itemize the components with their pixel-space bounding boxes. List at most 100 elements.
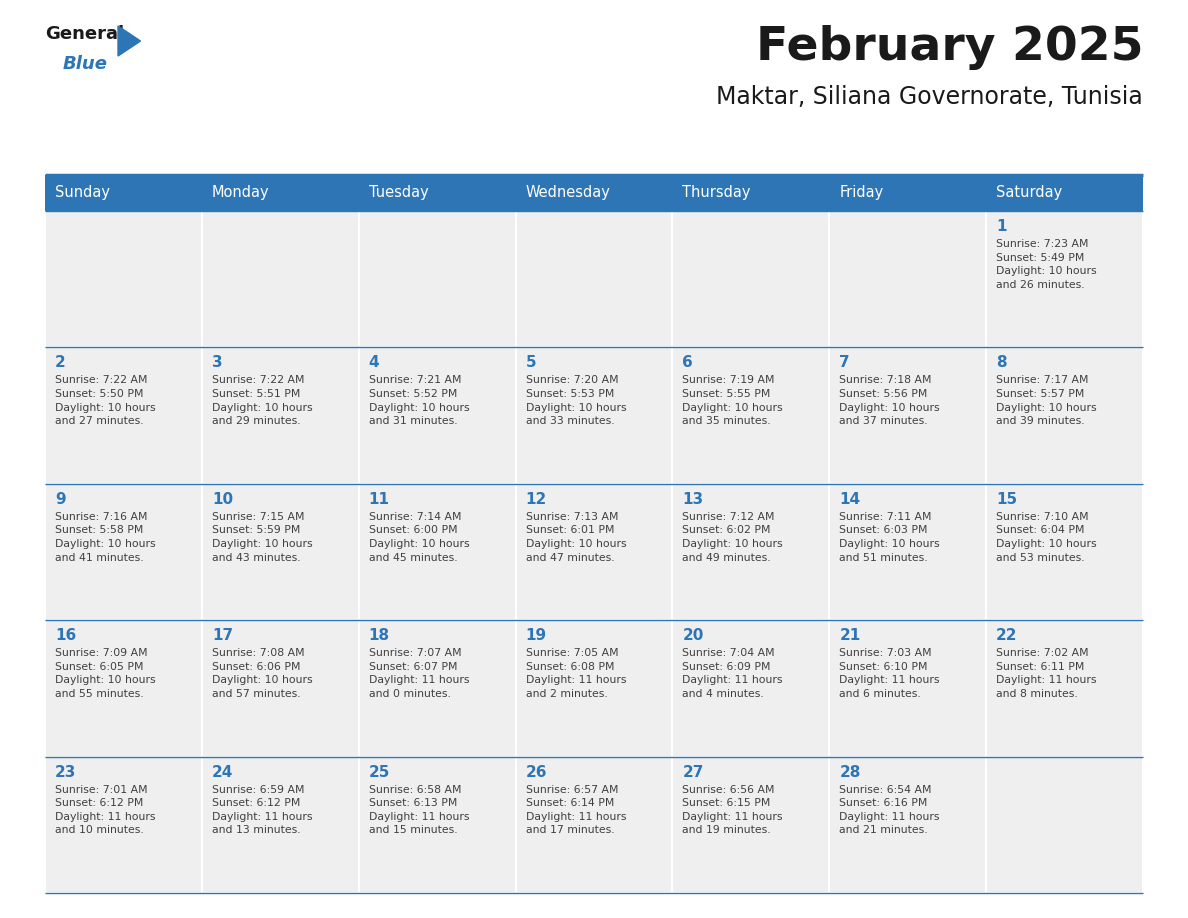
Text: February 2025: February 2025 — [756, 25, 1143, 70]
Bar — [45, 621, 202, 756]
Bar — [672, 756, 829, 893]
Text: Sunrise: 7:14 AM
Sunset: 6:00 PM
Daylight: 10 hours
and 45 minutes.: Sunrise: 7:14 AM Sunset: 6:00 PM Dayligh… — [368, 512, 469, 563]
Text: 26: 26 — [525, 765, 546, 779]
Bar — [359, 484, 516, 621]
Text: General: General — [45, 25, 124, 43]
Text: 2: 2 — [55, 355, 65, 370]
Bar — [202, 347, 359, 484]
Text: Sunrise: 7:17 AM
Sunset: 5:57 PM
Daylight: 10 hours
and 39 minutes.: Sunrise: 7:17 AM Sunset: 5:57 PM Dayligh… — [997, 375, 1097, 426]
Bar — [45, 484, 202, 621]
Bar — [829, 621, 986, 756]
Text: Sunrise: 7:01 AM
Sunset: 6:12 PM
Daylight: 11 hours
and 10 minutes.: Sunrise: 7:01 AM Sunset: 6:12 PM Dayligh… — [55, 785, 156, 835]
Text: 12: 12 — [525, 492, 546, 507]
Text: Sunrise: 7:10 AM
Sunset: 6:04 PM
Daylight: 10 hours
and 53 minutes.: Sunrise: 7:10 AM Sunset: 6:04 PM Dayligh… — [997, 512, 1097, 563]
Text: Sunrise: 7:13 AM
Sunset: 6:01 PM
Daylight: 10 hours
and 47 minutes.: Sunrise: 7:13 AM Sunset: 6:01 PM Dayligh… — [525, 512, 626, 563]
Text: Sunrise: 7:23 AM
Sunset: 5:49 PM
Daylight: 10 hours
and 26 minutes.: Sunrise: 7:23 AM Sunset: 5:49 PM Dayligh… — [997, 239, 1097, 290]
Bar — [516, 484, 672, 621]
Bar — [516, 175, 672, 211]
Bar — [45, 347, 202, 484]
Text: 1: 1 — [997, 219, 1006, 234]
Bar — [672, 347, 829, 484]
Text: 11: 11 — [368, 492, 390, 507]
Text: 4: 4 — [368, 355, 379, 370]
Text: Blue: Blue — [63, 55, 108, 73]
Text: 24: 24 — [211, 765, 233, 779]
Text: 23: 23 — [55, 765, 76, 779]
Text: 21: 21 — [839, 628, 860, 644]
Bar — [516, 756, 672, 893]
Text: Saturday: Saturday — [997, 185, 1062, 200]
Bar — [829, 484, 986, 621]
Text: Sunrise: 7:08 AM
Sunset: 6:06 PM
Daylight: 10 hours
and 57 minutes.: Sunrise: 7:08 AM Sunset: 6:06 PM Dayligh… — [211, 648, 312, 699]
Text: Tuesday: Tuesday — [368, 185, 429, 200]
Text: Sunrise: 7:02 AM
Sunset: 6:11 PM
Daylight: 11 hours
and 8 minutes.: Sunrise: 7:02 AM Sunset: 6:11 PM Dayligh… — [997, 648, 1097, 699]
Bar — [672, 175, 829, 211]
Text: Sunrise: 7:22 AM
Sunset: 5:50 PM
Daylight: 10 hours
and 27 minutes.: Sunrise: 7:22 AM Sunset: 5:50 PM Dayligh… — [55, 375, 156, 426]
Bar — [359, 175, 516, 211]
Text: 27: 27 — [682, 765, 703, 779]
Text: Sunrise: 7:16 AM
Sunset: 5:58 PM
Daylight: 10 hours
and 41 minutes.: Sunrise: 7:16 AM Sunset: 5:58 PM Dayligh… — [55, 512, 156, 563]
Text: Sunrise: 7:11 AM
Sunset: 6:03 PM
Daylight: 10 hours
and 51 minutes.: Sunrise: 7:11 AM Sunset: 6:03 PM Dayligh… — [839, 512, 940, 563]
Text: 19: 19 — [525, 628, 546, 644]
Text: Sunrise: 7:22 AM
Sunset: 5:51 PM
Daylight: 10 hours
and 29 minutes.: Sunrise: 7:22 AM Sunset: 5:51 PM Dayligh… — [211, 375, 312, 426]
Bar — [829, 347, 986, 484]
Text: 25: 25 — [368, 765, 390, 779]
Text: Sunrise: 6:59 AM
Sunset: 6:12 PM
Daylight: 11 hours
and 13 minutes.: Sunrise: 6:59 AM Sunset: 6:12 PM Dayligh… — [211, 785, 312, 835]
Text: 16: 16 — [55, 628, 76, 644]
Text: Sunrise: 7:03 AM
Sunset: 6:10 PM
Daylight: 11 hours
and 6 minutes.: Sunrise: 7:03 AM Sunset: 6:10 PM Dayligh… — [839, 648, 940, 699]
Text: Sunrise: 7:20 AM
Sunset: 5:53 PM
Daylight: 10 hours
and 33 minutes.: Sunrise: 7:20 AM Sunset: 5:53 PM Dayligh… — [525, 375, 626, 426]
Text: Sunrise: 6:57 AM
Sunset: 6:14 PM
Daylight: 11 hours
and 17 minutes.: Sunrise: 6:57 AM Sunset: 6:14 PM Dayligh… — [525, 785, 626, 835]
Polygon shape — [118, 26, 140, 56]
Bar — [202, 621, 359, 756]
Bar — [986, 621, 1143, 756]
Text: 22: 22 — [997, 628, 1018, 644]
Text: Sunrise: 7:12 AM
Sunset: 6:02 PM
Daylight: 10 hours
and 49 minutes.: Sunrise: 7:12 AM Sunset: 6:02 PM Dayligh… — [682, 512, 783, 563]
Text: Thursday: Thursday — [682, 185, 751, 200]
Bar — [672, 484, 829, 621]
Bar — [202, 756, 359, 893]
Text: 9: 9 — [55, 492, 65, 507]
Bar — [986, 347, 1143, 484]
Text: Sunrise: 7:15 AM
Sunset: 5:59 PM
Daylight: 10 hours
and 43 minutes.: Sunrise: 7:15 AM Sunset: 5:59 PM Dayligh… — [211, 512, 312, 563]
Text: 17: 17 — [211, 628, 233, 644]
Text: Sunrise: 7:07 AM
Sunset: 6:07 PM
Daylight: 11 hours
and 0 minutes.: Sunrise: 7:07 AM Sunset: 6:07 PM Dayligh… — [368, 648, 469, 699]
Bar — [829, 756, 986, 893]
Text: Sunrise: 7:21 AM
Sunset: 5:52 PM
Daylight: 10 hours
and 31 minutes.: Sunrise: 7:21 AM Sunset: 5:52 PM Dayligh… — [368, 375, 469, 426]
Bar — [986, 756, 1143, 893]
Text: 6: 6 — [682, 355, 693, 370]
Bar — [359, 211, 516, 347]
Bar — [359, 621, 516, 756]
Bar — [986, 484, 1143, 621]
Text: 18: 18 — [368, 628, 390, 644]
Text: 15: 15 — [997, 492, 1017, 507]
Text: Sunrise: 7:19 AM
Sunset: 5:55 PM
Daylight: 10 hours
and 35 minutes.: Sunrise: 7:19 AM Sunset: 5:55 PM Dayligh… — [682, 375, 783, 426]
Bar — [45, 211, 202, 347]
Bar — [986, 211, 1143, 347]
Text: 7: 7 — [839, 355, 849, 370]
Text: Sunrise: 7:04 AM
Sunset: 6:09 PM
Daylight: 11 hours
and 4 minutes.: Sunrise: 7:04 AM Sunset: 6:09 PM Dayligh… — [682, 648, 783, 699]
Text: Monday: Monday — [211, 185, 270, 200]
Text: 14: 14 — [839, 492, 860, 507]
Bar — [359, 347, 516, 484]
Bar — [986, 175, 1143, 211]
Text: Sunday: Sunday — [55, 185, 110, 200]
Bar — [45, 756, 202, 893]
Bar — [516, 211, 672, 347]
Text: Maktar, Siliana Governorate, Tunisia: Maktar, Siliana Governorate, Tunisia — [716, 85, 1143, 109]
Bar — [45, 175, 202, 211]
Bar — [202, 175, 359, 211]
Bar — [516, 347, 672, 484]
Text: Sunrise: 6:54 AM
Sunset: 6:16 PM
Daylight: 11 hours
and 21 minutes.: Sunrise: 6:54 AM Sunset: 6:16 PM Dayligh… — [839, 785, 940, 835]
Text: Sunrise: 6:56 AM
Sunset: 6:15 PM
Daylight: 11 hours
and 19 minutes.: Sunrise: 6:56 AM Sunset: 6:15 PM Dayligh… — [682, 785, 783, 835]
Text: 3: 3 — [211, 355, 222, 370]
Bar — [672, 211, 829, 347]
Text: 5: 5 — [525, 355, 536, 370]
Text: Sunrise: 7:05 AM
Sunset: 6:08 PM
Daylight: 11 hours
and 2 minutes.: Sunrise: 7:05 AM Sunset: 6:08 PM Dayligh… — [525, 648, 626, 699]
Text: Sunrise: 7:18 AM
Sunset: 5:56 PM
Daylight: 10 hours
and 37 minutes.: Sunrise: 7:18 AM Sunset: 5:56 PM Dayligh… — [839, 375, 940, 426]
Text: 13: 13 — [682, 492, 703, 507]
Bar — [202, 484, 359, 621]
Text: 20: 20 — [682, 628, 703, 644]
Bar — [202, 211, 359, 347]
Text: 8: 8 — [997, 355, 1006, 370]
Text: 28: 28 — [839, 765, 860, 779]
